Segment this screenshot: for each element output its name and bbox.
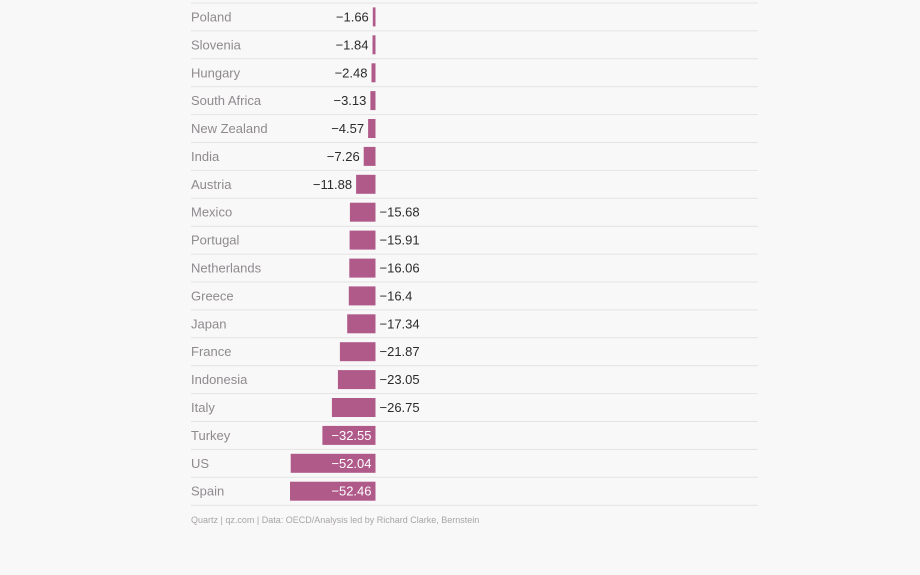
value-label: −17.34	[380, 316, 420, 331]
category-label: Netherlands	[191, 261, 262, 276]
chart-row: Poland −1.66	[191, 7, 758, 32]
value-label: −1.84	[336, 37, 369, 52]
chart-row: US −52.04	[191, 453, 758, 478]
category-label: Slovenia	[191, 37, 242, 52]
chart-row: Indonesia −23.05	[191, 370, 758, 395]
value-label: −4.57	[331, 121, 364, 136]
bar-spain	[290, 481, 376, 501]
value-label: −16.06	[380, 261, 420, 276]
category-label: Portugal	[191, 233, 240, 248]
chart-row: Mexico −15.68	[191, 202, 758, 227]
bar-poland	[372, 7, 376, 27]
bar-japan	[347, 314, 376, 334]
bar-south-africa	[370, 91, 376, 111]
category-label: Japan	[191, 316, 226, 331]
value-label: −52.04	[331, 456, 371, 471]
chart-row: Italy −26.75	[191, 398, 758, 422]
value-label: −7.26	[327, 149, 360, 164]
value-label: −3.13	[333, 93, 366, 108]
bar-turkey	[322, 425, 376, 445]
category-label: France	[191, 344, 231, 359]
chart-row: Hungary −2.48	[191, 63, 758, 88]
bar-slovenia	[372, 35, 376, 55]
bar-portugal	[349, 230, 376, 250]
bar-us	[290, 453, 376, 473]
category-label: Spain	[191, 484, 224, 499]
category-label: US	[191, 456, 209, 471]
category-label: Turkey	[191, 428, 231, 443]
category-label: Greece	[191, 288, 234, 303]
chart-row: Netherlands −16.06	[191, 258, 758, 283]
chart-row: France −21.87	[191, 342, 758, 367]
value-label: −26.75	[380, 400, 420, 415]
category-label: Mexico	[191, 205, 232, 220]
chart-row: India −7.26	[191, 146, 758, 171]
value-label: −15.68	[380, 205, 420, 220]
value-label: −32.55	[331, 428, 371, 443]
source-note: Quartz | qz.com | Data: OECD/Analysis le…	[191, 515, 480, 525]
category-label: New Zealand	[191, 121, 268, 136]
category-label: South Africa	[191, 93, 262, 108]
chart-row: South Africa −3.13	[191, 91, 758, 116]
chart-rows: Poland −1.66 Slovenia −1.84 Hungary −2.48 Sout…	[191, 7, 758, 506]
value-label: −21.87	[380, 344, 420, 359]
category-label: Italy	[191, 400, 215, 415]
value-label: −1.66	[336, 9, 369, 24]
bar-india	[363, 146, 376, 166]
bar-indonesia	[337, 370, 376, 390]
value-label: −52.46	[331, 484, 371, 499]
bar-netherlands	[349, 258, 376, 278]
category-label: Austria	[191, 177, 232, 192]
category-label: Hungary	[191, 65, 241, 80]
value-label: −16.4	[380, 288, 413, 303]
value-label: −23.05	[380, 372, 420, 387]
chart-row: Austria −11.88	[191, 174, 758, 199]
bar-italy	[331, 398, 376, 417]
chart-row: New Zealand −4.57	[191, 119, 758, 143]
value-label: −2.48	[335, 65, 368, 80]
value-label: −15.91	[380, 233, 420, 248]
chart-row: Greece −16.4	[191, 286, 758, 311]
bar-hungary	[371, 63, 376, 83]
bar-new-zealand	[368, 119, 376, 138]
bar-greece	[348, 286, 376, 306]
category-label: Indonesia	[191, 372, 248, 387]
category-label: India	[191, 149, 220, 164]
chart-row: Spain −52.46	[191, 481, 758, 506]
category-label: Poland	[191, 9, 231, 24]
chart-row: Portugal −15.91	[191, 230, 758, 255]
bar-austria	[356, 174, 376, 194]
chart-row: Slovenia −1.84	[191, 35, 758, 60]
bar-mexico	[349, 202, 376, 222]
value-label: −11.88	[313, 177, 352, 192]
chart-row: Japan −17.34	[191, 314, 758, 339]
bar-france	[339, 342, 376, 362]
chart-row: Turkey −32.55	[191, 425, 758, 450]
